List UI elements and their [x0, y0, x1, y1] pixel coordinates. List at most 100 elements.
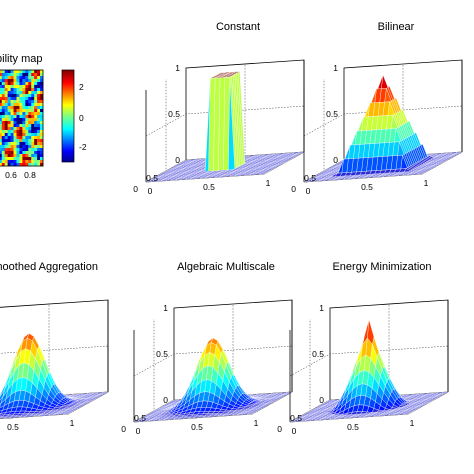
heatmap-cell — [40, 70, 44, 74]
heatmap-cell — [37, 103, 41, 107]
heatmap-cell — [0, 157, 3, 161]
heatmap-cell — [37, 88, 41, 92]
heatmap-frame — [0, 69, 44, 167]
heatmap-cell — [13, 112, 17, 116]
heatmap-cell — [40, 124, 44, 128]
heatmap-cell — [4, 160, 8, 164]
heatmap-cell — [16, 91, 20, 95]
z-tick-label: 0 — [175, 155, 180, 165]
heatmap-cell — [10, 76, 14, 80]
heatmap-cell — [13, 109, 17, 113]
heatmap-cell — [31, 124, 35, 128]
heatmap-cell — [22, 151, 26, 155]
heatmap-cell — [40, 88, 44, 92]
heatmap-cell — [37, 160, 41, 164]
panel-title: Bilinear — [378, 21, 415, 33]
heatmap-cell — [34, 136, 38, 140]
heatmap-cell — [0, 154, 3, 158]
heatmap-cell — [19, 151, 23, 155]
heatmap-cell — [4, 145, 8, 149]
heatmap-cell — [10, 79, 14, 83]
heatmap-cell — [0, 97, 3, 101]
x-tick-label: 1 — [410, 418, 415, 428]
grid-line — [303, 105, 463, 137]
heatmap-cell — [19, 139, 23, 143]
heatmap-cell — [31, 154, 35, 158]
heatmap-cell — [31, 70, 35, 74]
heatmap-cell — [37, 130, 41, 134]
heatmap-cell — [40, 133, 44, 137]
surface-patch — [133, 420, 141, 423]
heatmap-cell — [40, 82, 44, 86]
heatmap-cell — [37, 163, 41, 167]
heatmap-cell — [16, 118, 20, 122]
heatmap-cell — [4, 73, 8, 77]
heatmap-cell — [34, 94, 38, 98]
heatmap-cell — [31, 94, 35, 98]
heatmap-cell — [1, 85, 6, 89]
heatmap-cell — [4, 115, 8, 119]
heatmap-cell — [28, 151, 32, 155]
heatmap-cell — [19, 112, 23, 116]
heatmap-cell — [4, 154, 8, 158]
heatmap-cell — [25, 151, 29, 155]
x-tick-label: 0 — [292, 426, 297, 436]
heatmap-cell — [16, 82, 20, 86]
heatmap-cell — [10, 70, 14, 74]
heatmap-cell — [22, 136, 26, 140]
heatmap-cell — [10, 157, 14, 161]
heatmap-cell — [4, 157, 8, 161]
heatmap-cell — [31, 91, 35, 95]
heatmap-cell — [16, 142, 20, 146]
heatmap-cell — [40, 106, 44, 110]
heatmap-cell — [31, 103, 35, 107]
heatmap-cell — [16, 73, 20, 77]
heatmap-cell — [34, 157, 38, 161]
heatmap-cell — [1, 106, 6, 110]
heatmap-cell — [31, 151, 35, 155]
heatmap-cell — [28, 130, 32, 134]
colorbar-tick-label: 0 — [79, 113, 84, 123]
heatmap-cell — [31, 139, 35, 143]
heatmap-cell — [31, 88, 35, 92]
heatmap-cell — [28, 163, 32, 167]
heatmap-cell — [28, 148, 32, 152]
heatmap-cell — [1, 142, 6, 146]
heatmap-cell — [16, 127, 20, 131]
heatmap-cell — [25, 76, 29, 80]
heatmap-cell — [28, 94, 32, 98]
heatmap-cell — [22, 112, 26, 116]
heatmap-cell — [28, 88, 32, 92]
heatmap-cell — [13, 70, 17, 74]
heatmap-cell — [7, 157, 11, 161]
x-tick-label: 0.5 — [361, 182, 373, 192]
heatmap-cell — [19, 91, 23, 95]
heatmap-cell — [22, 103, 26, 107]
heatmap-cell — [13, 97, 17, 101]
heatmap-cell — [0, 109, 3, 113]
heatmap-cell — [25, 160, 29, 164]
heatmap-cell — [1, 151, 6, 155]
heatmap-cell — [7, 70, 11, 74]
heatmap-cell — [7, 94, 11, 98]
heatmap-cell — [10, 112, 14, 116]
heatmap-cell — [25, 118, 29, 122]
heatmap-cell — [0, 115, 3, 119]
heatmap-cell — [7, 112, 11, 116]
heatmap-cell — [28, 145, 32, 149]
heatmap-cell — [13, 76, 17, 80]
heatmap-cell — [10, 85, 14, 89]
heatmap-cell — [1, 124, 6, 128]
heatmap-cell — [34, 88, 38, 92]
heatmap-cell — [31, 133, 35, 137]
heatmap-cell — [7, 109, 11, 113]
heatmap-cell — [10, 133, 14, 137]
heatmap-cell — [1, 88, 6, 92]
y-tick-label: 0 — [277, 424, 282, 434]
heatmap-cell — [0, 151, 3, 155]
heatmap-cell — [40, 130, 44, 134]
heatmap-cell — [22, 145, 26, 149]
heatmap-cell — [40, 100, 44, 104]
heatmap-cell — [7, 154, 11, 158]
heatmap-cell — [1, 73, 6, 77]
